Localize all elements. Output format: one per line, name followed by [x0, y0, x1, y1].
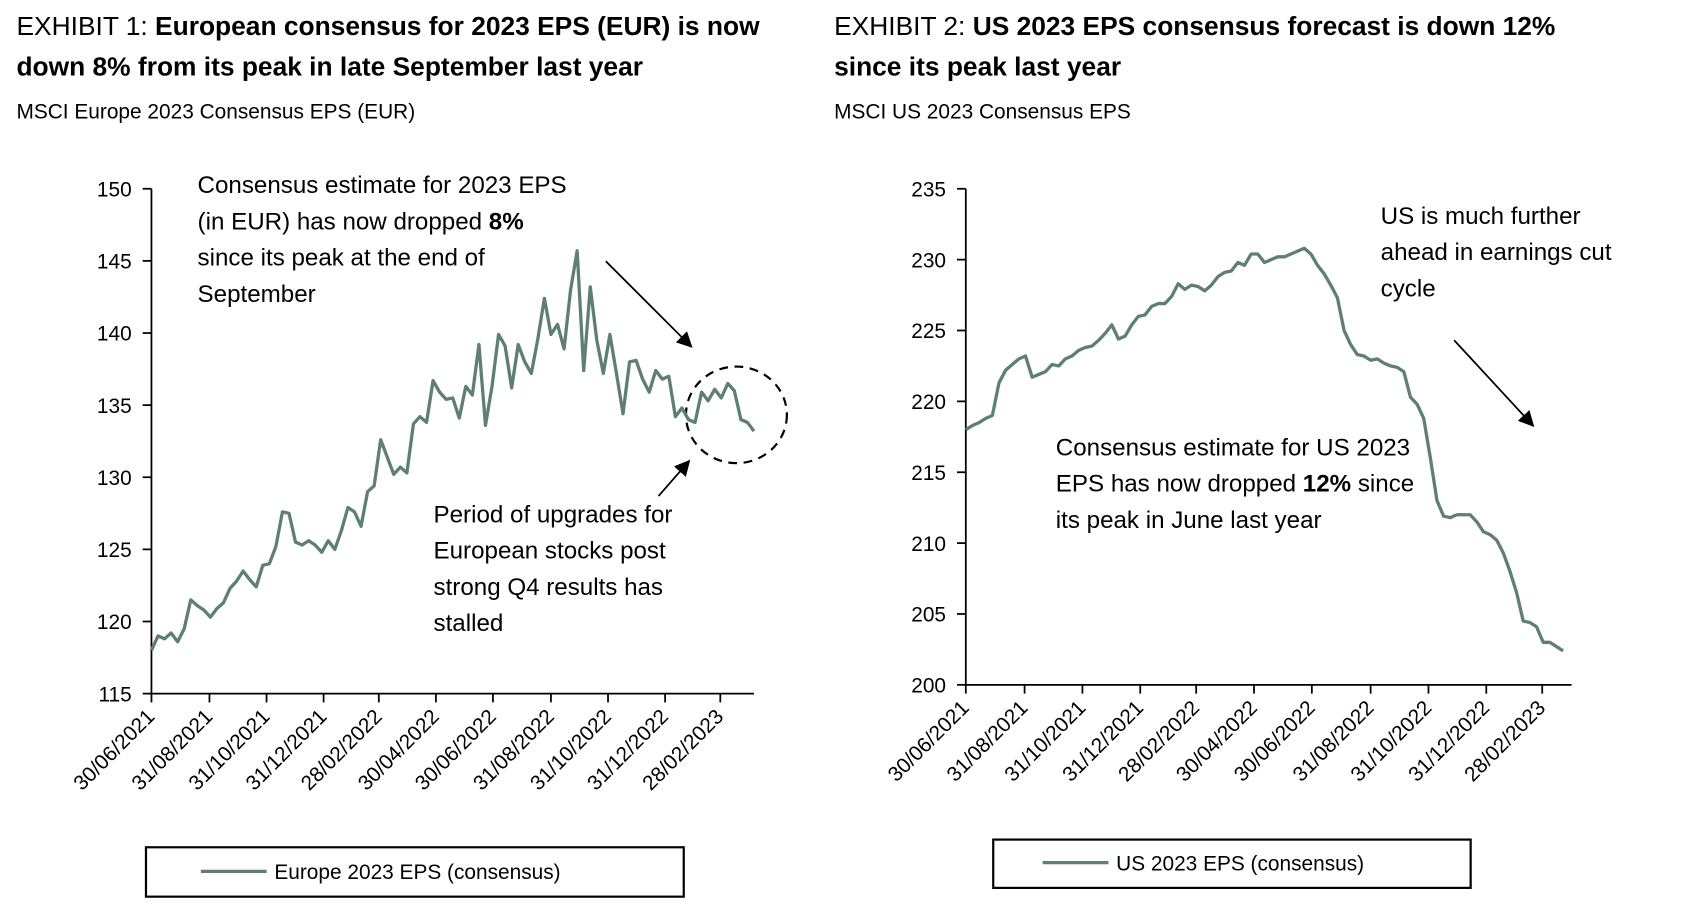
annotation-text: since its peak in June last year — [1055, 469, 1415, 534]
title: EXHIBIT 1: European consensus for 2023 E… — [16, 7, 828, 88]
y-tick-label: 200 — [911, 675, 946, 698]
annotation: Period of upgrades for European stocks p… — [434, 496, 725, 641]
title-text: European consensus for 2023 EPS (EUR) is… — [16, 12, 760, 83]
data-line — [964, 246, 1564, 653]
y-tick-label: 140 — [97, 323, 132, 346]
exhibit: EXHIBIT 2: — [834, 12, 966, 42]
annotation-text: Consensus estimate for 2023 EPS (in EUR)… — [197, 171, 567, 235]
annotation-text: US is much further ahead in earnings cut… — [1380, 201, 1612, 302]
exhibit: EXHIBIT 1: — [16, 12, 148, 42]
annotation: Consensus estimate for 2023 EPS (in EUR)… — [198, 167, 577, 312]
annotation-text: since its peak at the end of September — [197, 243, 485, 308]
y-tick-label: 230 — [911, 249, 946, 272]
highlight-circle — [684, 365, 789, 465]
y-tick-label: 145 — [97, 251, 132, 274]
legend-box — [144, 846, 685, 898]
y-tick-label: 235 — [911, 178, 946, 201]
arrow — [657, 459, 691, 497]
legend-box — [992, 838, 1472, 889]
y-tick-label: 135 — [97, 395, 132, 418]
y-tick-label: 225 — [911, 320, 946, 343]
subtitle: MSCI Europe 2023 Consensus EPS (EUR) — [16, 100, 416, 125]
y-tick-label: 115 — [98, 683, 131, 706]
y-tick-label: 130 — [97, 467, 132, 490]
legend-label: US 2023 EPS (consensus) — [1116, 852, 1364, 875]
arrow — [1453, 339, 1535, 427]
subtitle: MSCI US 2023 Consensus EPS — [834, 100, 1131, 125]
y-tick-label: 215 — [911, 462, 946, 485]
arrow — [605, 260, 693, 348]
data-line — [149, 249, 756, 652]
annotation-text: Consensus estimate for US 2023 EPS has n… — [1055, 433, 1411, 498]
y-tick-label: 125 — [97, 539, 132, 562]
y-tick-label: 220 — [911, 391, 946, 414]
annotation-text: Period of upgrades for European stocks p… — [433, 500, 673, 637]
annotation: US is much further ahead in earnings cut… — [1381, 198, 1633, 307]
title: EXHIBIT 2: US 2023 EPS consensus forecas… — [834, 7, 1624, 88]
annotation-bold: 12% — [1302, 469, 1352, 498]
title-text: US 2023 EPS consensus forecast is down 1… — [834, 12, 1556, 83]
annotation: Consensus estimate for US 2023 EPS has n… — [1056, 429, 1429, 538]
y-tick-label: 210 — [911, 533, 946, 556]
annotation-bold: 8% — [488, 207, 524, 235]
y-tick-label: 150 — [97, 178, 132, 201]
legend-label: Europe 2023 EPS (consensus) — [274, 861, 560, 884]
y-tick-label: 120 — [97, 611, 132, 634]
y-tick-label: 205 — [911, 604, 946, 627]
